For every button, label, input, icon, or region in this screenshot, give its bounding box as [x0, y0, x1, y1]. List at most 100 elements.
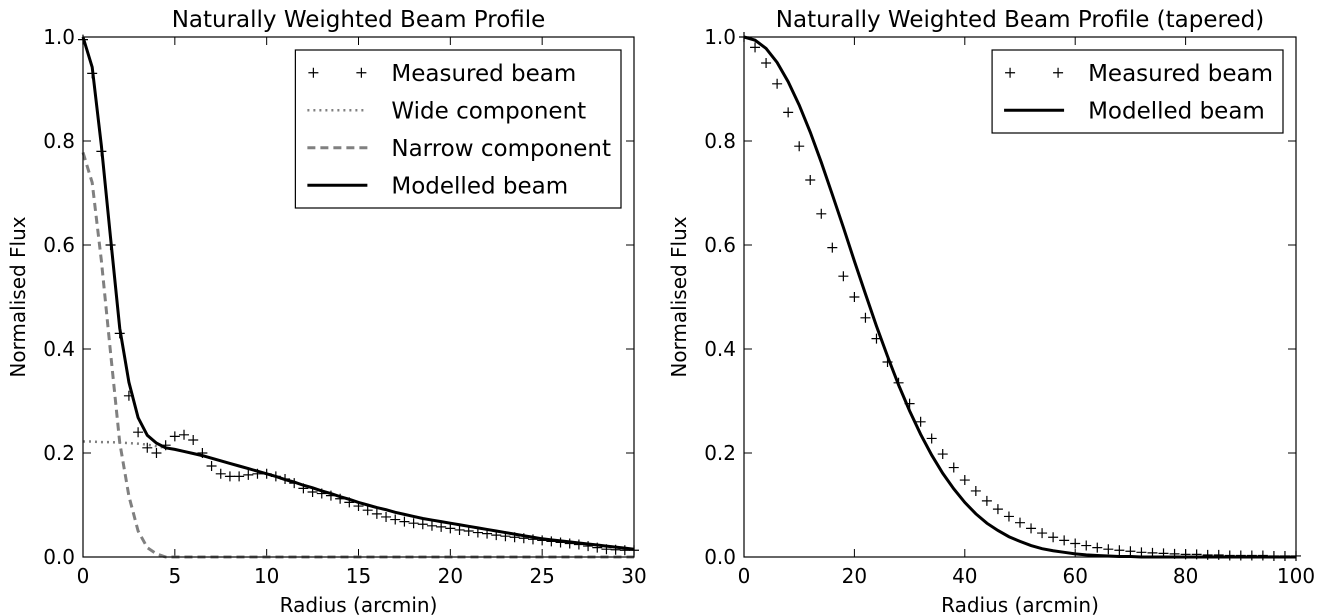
chart-title: Naturally Weighted Beam Profile (tapered… — [776, 7, 1264, 33]
x-tick-label: 100 — [1277, 564, 1315, 588]
data-marker — [1048, 532, 1059, 543]
plot-frame — [743, 36, 1297, 558]
data-marker — [1246, 550, 1257, 561]
chart-title: Naturally Weighted Beam Profile — [172, 7, 546, 33]
data-marker — [399, 516, 410, 527]
data-marker — [772, 78, 783, 89]
x-tick-label: 5 — [168, 564, 181, 588]
y-tick-label: 1.0 — [43, 25, 75, 49]
y-tick-label: 0.8 — [704, 129, 736, 153]
legend-marker — [1005, 67, 1064, 78]
data-line — [81, 152, 634, 559]
y-axis-label: Normalised Flux — [6, 216, 30, 377]
x-axis-label: Radius (arcmin) — [280, 593, 438, 616]
data-marker — [142, 442, 153, 453]
chart: Naturally Weighted Beam Profile (tapered… — [667, 7, 1315, 616]
data-marker — [390, 514, 401, 525]
x-tick-label: 10 — [254, 564, 279, 588]
y-tick-label: 0.8 — [43, 129, 75, 153]
data-marker — [1257, 550, 1268, 561]
data-marker — [981, 495, 992, 506]
y-tick-label: 0.4 — [43, 337, 75, 361]
data-marker — [206, 461, 217, 471]
data-marker — [750, 42, 761, 53]
data-marker — [1059, 535, 1070, 546]
data-marker — [381, 511, 392, 522]
y-tick-label: 0.4 — [704, 337, 736, 361]
legend-label: Modelled beam — [391, 173, 568, 199]
data-marker — [1103, 544, 1114, 555]
data-marker — [1015, 517, 1025, 528]
legend-marker — [308, 67, 367, 78]
data-marker — [417, 519, 428, 530]
y-tick-label: 1.0 — [704, 25, 736, 49]
x-tick-label: 20 — [842, 564, 867, 588]
data-marker — [408, 518, 419, 529]
data-marker — [926, 433, 937, 444]
legend-frame — [991, 49, 1284, 134]
data-marker — [179, 429, 190, 440]
chart: Naturally Weighted Beam Profile Radius (a… — [6, 7, 647, 616]
x-tick-label: 80 — [1173, 564, 1198, 588]
data-marker — [234, 471, 245, 482]
data-marker — [215, 468, 226, 479]
data-marker — [362, 505, 373, 516]
plot-frame — [82, 36, 635, 558]
x-tick-label: 0 — [738, 564, 751, 588]
data-marker — [959, 475, 970, 486]
data-marker — [1081, 540, 1092, 551]
data-marker — [133, 427, 144, 438]
data-marker — [805, 175, 816, 185]
x-tick-label: 40 — [952, 564, 977, 588]
y-tick-label: 0.2 — [704, 441, 736, 465]
data-marker — [1026, 523, 1037, 534]
data-marker — [948, 462, 959, 473]
data-marker — [1224, 550, 1235, 561]
x-axis-label: Radius (arcmin) — [941, 593, 1099, 616]
y-tick-label: 0.6 — [704, 233, 736, 257]
data-marker — [816, 208, 827, 219]
data-marker — [1003, 511, 1014, 522]
data-line — [81, 36, 635, 551]
data-marker — [188, 435, 199, 445]
y-tick-label: 0.0 — [704, 545, 736, 569]
legend-label: Measured beam — [391, 61, 576, 87]
data-marker — [371, 508, 382, 519]
data-marker — [794, 141, 805, 152]
x-tick-label: 0 — [77, 564, 90, 588]
x-tick-label: 25 — [529, 564, 554, 588]
legend: Measured beam Wide component Narrow compon… — [294, 49, 622, 209]
data-marker — [849, 292, 860, 302]
data-marker — [937, 449, 948, 460]
data-marker — [426, 520, 437, 531]
data-marker — [1125, 546, 1136, 557]
data-marker — [224, 471, 235, 482]
data-marker — [992, 504, 1003, 515]
data-marker — [860, 312, 871, 323]
data-marker — [454, 524, 465, 535]
data-marker — [970, 485, 981, 496]
x-tick-label: 60 — [1062, 564, 1087, 588]
legend-label: Narrow component — [391, 136, 611, 162]
x-tick-label: 30 — [621, 564, 646, 588]
data-line — [83, 440, 635, 551]
data-marker — [1235, 550, 1246, 561]
y-tick-label: 0.6 — [43, 233, 75, 257]
data-marker — [169, 431, 180, 442]
legend: Measured beam Modelled beam — [991, 49, 1284, 134]
data-marker — [838, 271, 849, 282]
y-tick-label: 0.0 — [43, 545, 75, 569]
data-marker — [445, 523, 456, 534]
data-marker — [1092, 542, 1103, 553]
data-marker — [1114, 545, 1125, 556]
data-marker — [243, 469, 254, 480]
data-marker — [783, 107, 794, 118]
data-marker — [436, 521, 447, 532]
y-axis-label: Normalised Flux — [667, 216, 691, 377]
y-tick-label: 0.2 — [43, 441, 75, 465]
data-marker — [915, 416, 926, 427]
data-marker — [827, 242, 838, 253]
x-tick-label: 20 — [438, 564, 463, 588]
data-marker — [1037, 528, 1048, 539]
